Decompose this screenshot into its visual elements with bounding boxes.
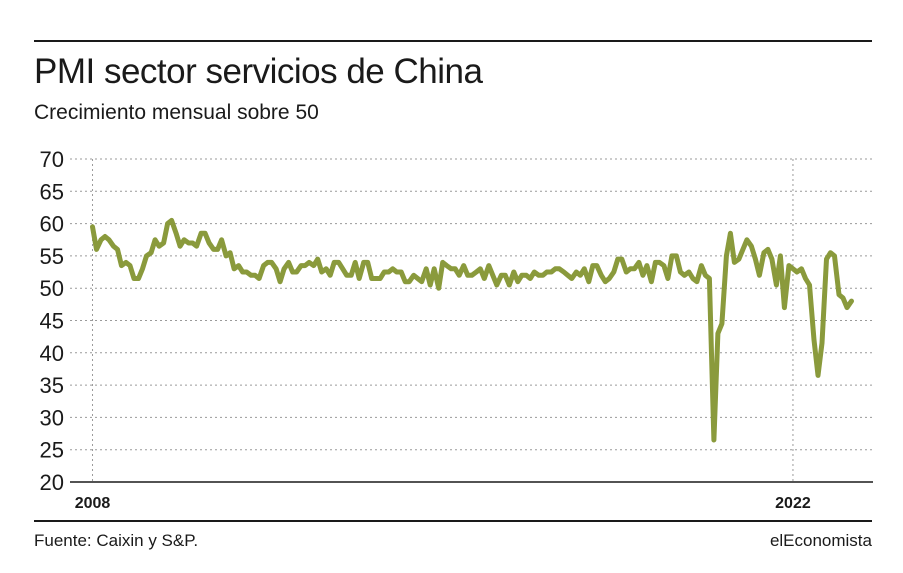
y-tick-label: 50	[40, 276, 64, 301]
y-axis: 70 65 60 55 50 45 40 35 30 25 20	[40, 147, 64, 495]
x-tick-label: 2008	[75, 495, 111, 512]
chart-title: PMI sector servicios de China	[34, 52, 483, 91]
y-tick-label: 35	[40, 373, 64, 398]
y-tick-label: 25	[40, 438, 64, 463]
y-tick-label: 60	[40, 212, 64, 237]
x-tick-label: 2022	[775, 495, 811, 512]
y-tick-label: 45	[40, 309, 64, 334]
y-tick-label: 20	[40, 470, 64, 495]
grid-lines	[70, 158, 873, 482]
y-tick-label: 55	[40, 244, 64, 269]
x-axis: 2008 2022	[75, 495, 811, 512]
source-note: Fuente: Caixin y S&P.	[34, 531, 199, 550]
y-tick-label: 70	[40, 147, 64, 172]
y-tick-label: 65	[40, 179, 64, 204]
bottom-rule	[34, 520, 872, 522]
top-rule	[34, 40, 872, 42]
line-chart: 70 65 60 55 50 45 40 35 30 25 20 2008 2022	[40, 147, 873, 512]
y-tick-label: 40	[40, 341, 64, 366]
y-tick-label: 30	[40, 405, 64, 430]
series-line	[90, 217, 854, 443]
brand-logo-text: elEconomista	[769, 531, 872, 550]
chart-subtitle: Crecimiento mensual sobre 50	[34, 101, 319, 124]
